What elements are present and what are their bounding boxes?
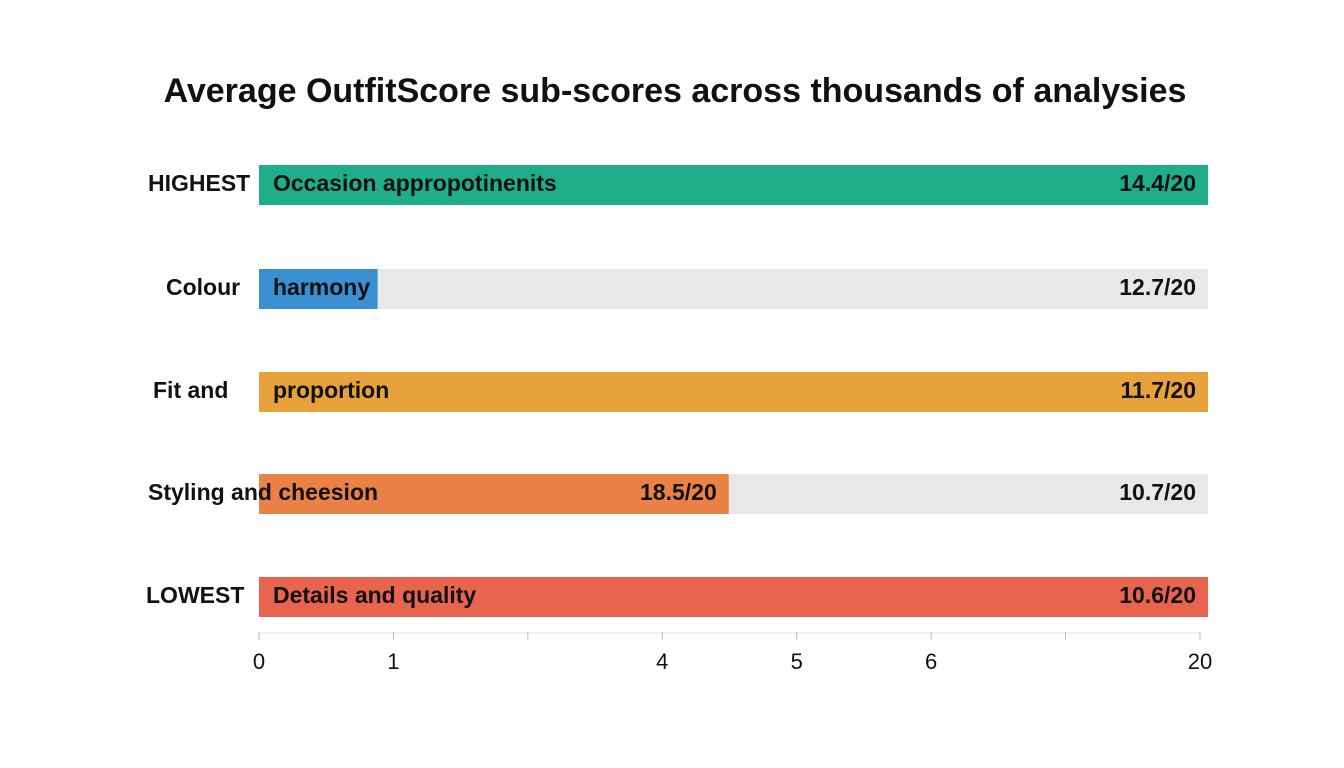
bar [259,165,1208,205]
row-label: Colour [166,274,240,300]
bar-track [259,269,1208,309]
score-label: 12.7/20 [1119,274,1196,300]
score-label: 14.4/20 [1119,170,1196,196]
x-tick-label: 5 [791,649,803,674]
row-label: Styling and cheesion [148,479,378,505]
row-label: Fit and [153,377,228,403]
bar [259,577,1208,617]
row-label: LOWEST [146,582,244,608]
x-tick-label: 6 [925,649,937,674]
x-tick-label: 0 [253,649,265,674]
bar [259,269,378,309]
bar-label: Occasion appropotinenits [273,170,557,196]
x-tick-label: 20 [1188,649,1212,674]
score-label: 11.7/20 [1121,377,1196,403]
bar-label: proportion [273,377,389,403]
score-label: 10.7/20 [1119,479,1196,505]
chart-title: Average OutfitScore sub-scores across th… [164,72,1187,110]
x-tick-label: 4 [656,649,668,674]
mid-label: 18.5/20 [640,479,717,505]
bar-label: Details and quality [273,582,476,608]
bar [259,372,1208,412]
x-tick-label: 1 [387,649,399,674]
bar-label: harmony [273,274,370,300]
row-label: HIGHEST [148,170,250,196]
bar [259,474,729,514]
score-label: 10.6/20 [1119,582,1196,608]
